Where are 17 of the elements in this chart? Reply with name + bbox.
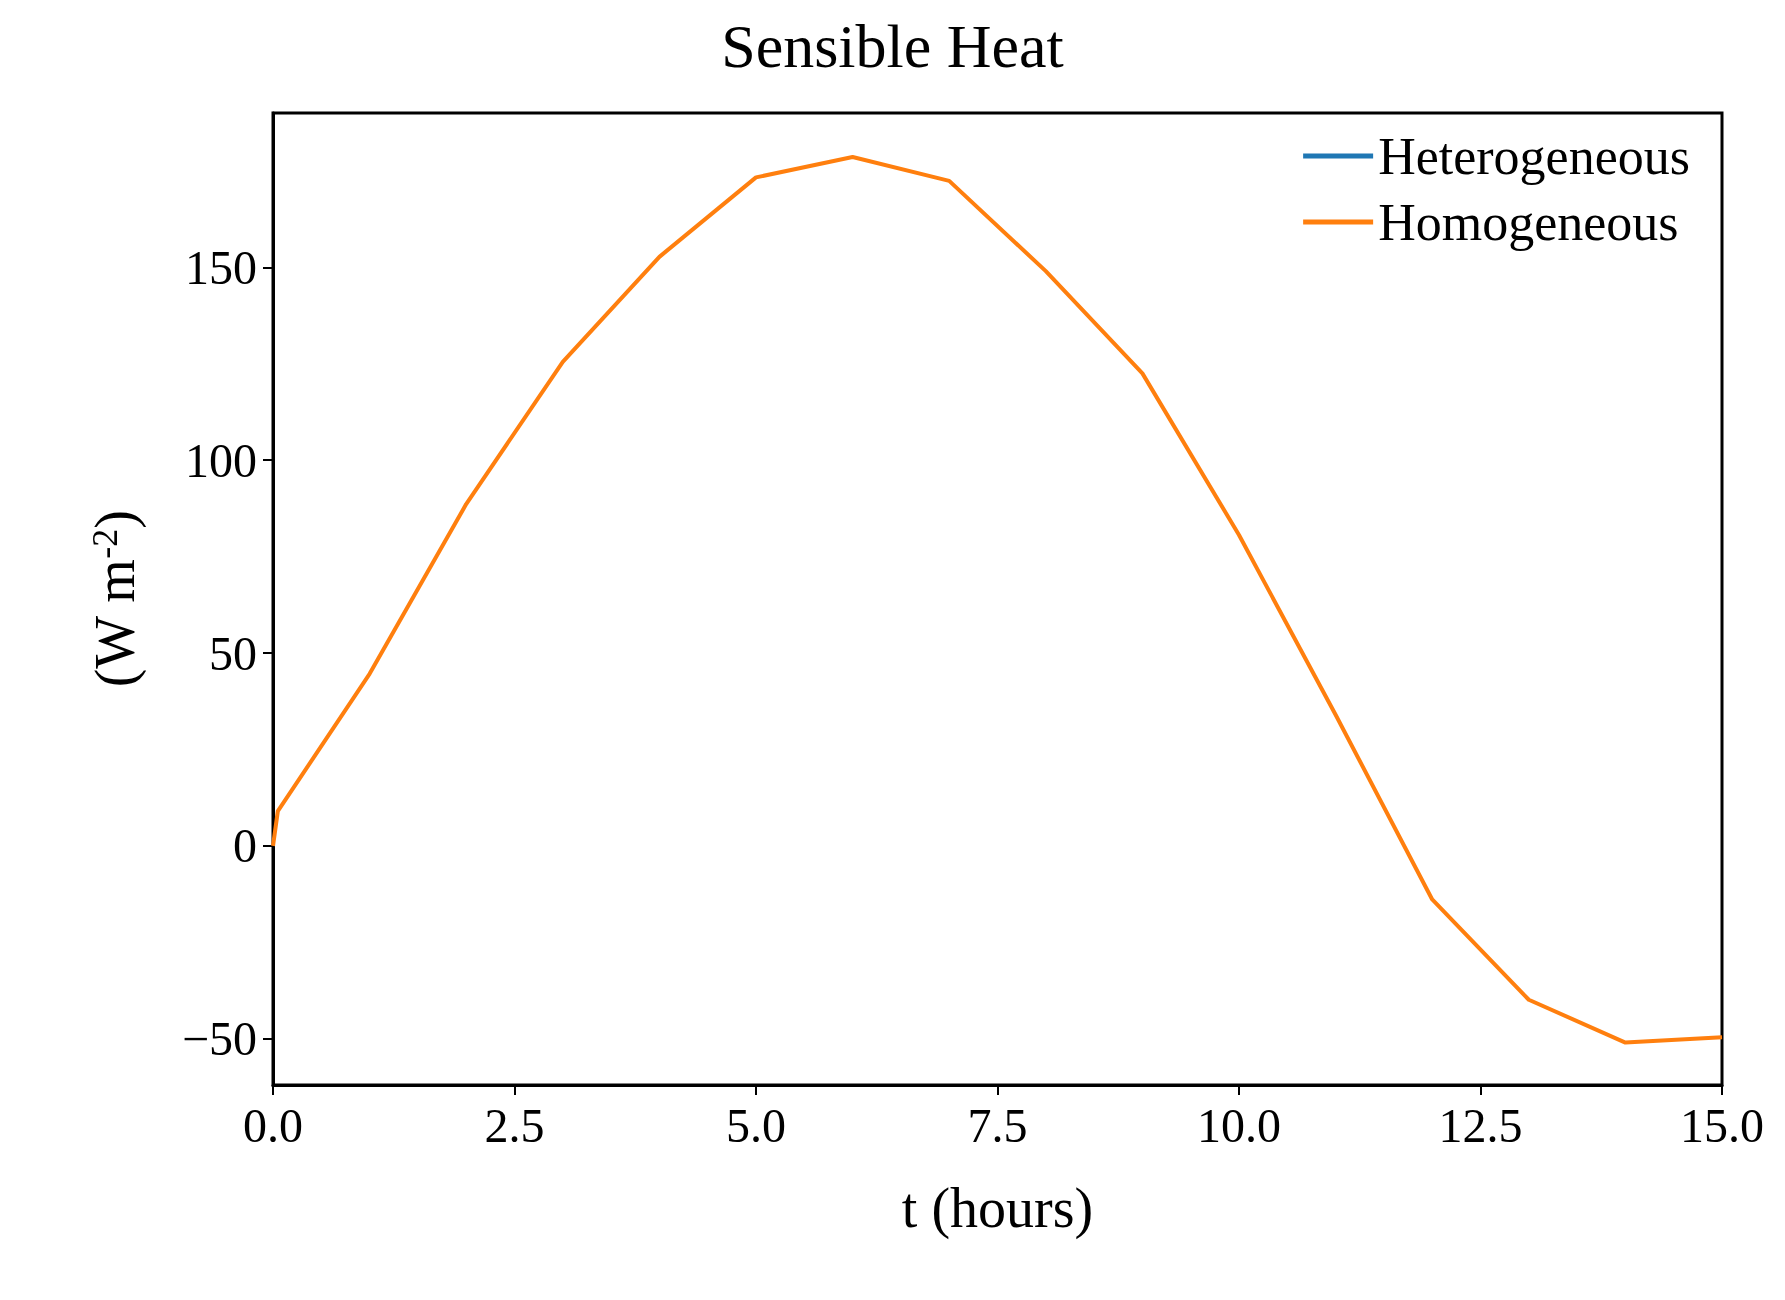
y-axis-title: (W m-2) bbox=[84, 510, 147, 688]
x-tick-label: 2.5 bbox=[484, 1098, 545, 1152]
y-tick-label: 0 bbox=[233, 819, 257, 873]
chart-title: Sensible Heat bbox=[721, 12, 1064, 80]
x-tick-label: 12.5 bbox=[1438, 1098, 1523, 1152]
x-tick-label: 15.0 bbox=[1680, 1098, 1764, 1152]
x-tick-label: 0.0 bbox=[243, 1098, 303, 1152]
legend-label: Homogeneous bbox=[1378, 193, 1679, 251]
x-tick-label: 7.5 bbox=[967, 1098, 1028, 1152]
y-tick-label: 100 bbox=[185, 433, 257, 487]
y-tick-label: −50 bbox=[181, 1012, 257, 1066]
y-tick-label: 150 bbox=[185, 240, 257, 294]
x-tick-label: 10.0 bbox=[1197, 1098, 1281, 1152]
y-tick-label: 50 bbox=[209, 626, 257, 680]
x-axis-title: t (hours) bbox=[901, 1177, 1094, 1240]
x-tick-label: 5.0 bbox=[726, 1098, 786, 1152]
legend-label: Heterogeneous bbox=[1378, 127, 1690, 185]
